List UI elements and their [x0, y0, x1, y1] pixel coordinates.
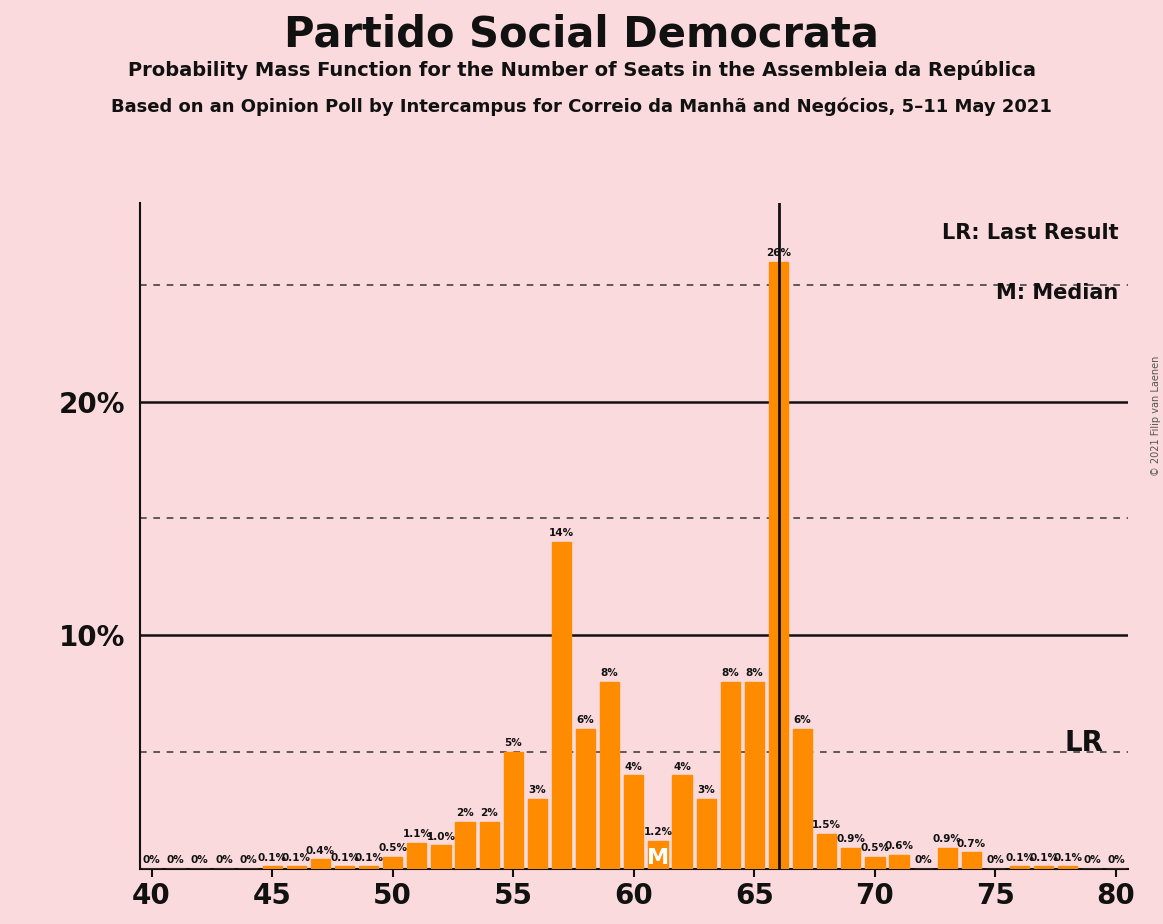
- Bar: [528, 798, 547, 869]
- Text: 0.1%: 0.1%: [1029, 853, 1058, 863]
- Bar: [697, 798, 715, 869]
- Text: 0.7%: 0.7%: [957, 839, 986, 849]
- Text: 8%: 8%: [745, 668, 763, 678]
- Bar: [407, 843, 427, 869]
- Bar: [383, 857, 402, 869]
- Text: 0.1%: 0.1%: [354, 853, 383, 863]
- Text: 2%: 2%: [480, 808, 498, 819]
- Text: 0%: 0%: [986, 855, 1005, 865]
- Bar: [1009, 866, 1029, 869]
- Text: M: M: [647, 848, 669, 868]
- Text: 4%: 4%: [625, 761, 643, 772]
- Bar: [431, 845, 450, 869]
- Text: 0.1%: 0.1%: [281, 853, 311, 863]
- Text: 0%: 0%: [240, 855, 257, 865]
- Text: 0%: 0%: [914, 855, 932, 865]
- Text: LR: Last Result: LR: Last Result: [942, 224, 1119, 243]
- Text: 2%: 2%: [456, 808, 475, 819]
- Bar: [286, 866, 306, 869]
- Text: 8%: 8%: [721, 668, 740, 678]
- Text: © 2021 Filip van Laenen: © 2021 Filip van Laenen: [1150, 356, 1161, 476]
- Bar: [600, 682, 620, 869]
- Text: 6%: 6%: [577, 715, 594, 725]
- Bar: [937, 847, 957, 869]
- Text: 0%: 0%: [166, 855, 185, 865]
- Bar: [793, 728, 812, 869]
- Text: 14%: 14%: [549, 529, 575, 539]
- Bar: [818, 833, 836, 869]
- Bar: [335, 866, 355, 869]
- Bar: [744, 682, 764, 869]
- Text: 0.5%: 0.5%: [378, 844, 407, 854]
- Text: Based on an Opinion Poll by Intercampus for Correio da Manhã and Negócios, 5–11 : Based on an Opinion Poll by Intercampus …: [110, 97, 1053, 116]
- Text: 3%: 3%: [698, 785, 715, 795]
- Text: 1.2%: 1.2%: [643, 827, 672, 837]
- Text: Probability Mass Function for the Number of Seats in the Assembleia da República: Probability Mass Function for the Number…: [128, 60, 1035, 80]
- Text: 1.5%: 1.5%: [812, 820, 841, 830]
- Text: 0.4%: 0.4%: [306, 845, 335, 856]
- Bar: [504, 752, 523, 869]
- Text: 6%: 6%: [793, 715, 812, 725]
- Text: 0.1%: 0.1%: [1005, 853, 1034, 863]
- Bar: [841, 847, 861, 869]
- Text: 8%: 8%: [601, 668, 619, 678]
- Text: 0%: 0%: [191, 855, 208, 865]
- Text: 0%: 0%: [215, 855, 233, 865]
- Text: 3%: 3%: [528, 785, 547, 795]
- Bar: [552, 541, 571, 869]
- Bar: [1034, 866, 1054, 869]
- Bar: [769, 261, 789, 869]
- Bar: [648, 841, 668, 869]
- Text: 0.9%: 0.9%: [836, 834, 865, 844]
- Bar: [865, 857, 885, 869]
- Bar: [456, 821, 475, 869]
- Text: Partido Social Democrata: Partido Social Democrata: [284, 14, 879, 55]
- Text: LR: LR: [1065, 728, 1104, 757]
- Bar: [576, 728, 595, 869]
- Text: 0.6%: 0.6%: [885, 841, 914, 851]
- Text: 0.5%: 0.5%: [861, 844, 890, 854]
- Text: 0.1%: 0.1%: [258, 853, 286, 863]
- Text: 0.1%: 0.1%: [1054, 853, 1083, 863]
- Text: 5%: 5%: [505, 738, 522, 748]
- Text: 0.9%: 0.9%: [933, 834, 962, 844]
- Bar: [359, 866, 378, 869]
- Text: 4%: 4%: [673, 761, 691, 772]
- Bar: [1058, 866, 1077, 869]
- Text: 26%: 26%: [766, 249, 791, 258]
- Text: 1.1%: 1.1%: [402, 830, 431, 839]
- Bar: [962, 852, 982, 869]
- Text: 0%: 0%: [1083, 855, 1101, 865]
- Text: 0%: 0%: [1107, 855, 1125, 865]
- Bar: [625, 775, 643, 869]
- Text: 1.0%: 1.0%: [427, 832, 456, 842]
- Bar: [311, 859, 330, 869]
- Bar: [263, 866, 281, 869]
- Text: 0.1%: 0.1%: [330, 853, 359, 863]
- Text: M: Median: M: Median: [996, 283, 1119, 303]
- Bar: [721, 682, 740, 869]
- Bar: [479, 821, 499, 869]
- Bar: [890, 855, 908, 869]
- Bar: [672, 775, 692, 869]
- Text: 0%: 0%: [143, 855, 160, 865]
